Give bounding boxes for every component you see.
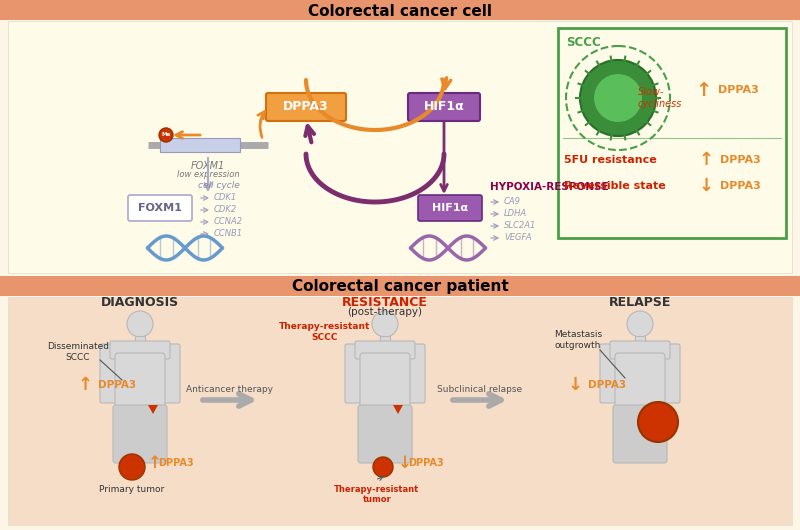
FancyBboxPatch shape: [345, 344, 361, 403]
Text: ↓: ↓: [698, 177, 714, 195]
FancyBboxPatch shape: [266, 93, 346, 121]
Text: Primary tumor: Primary tumor: [99, 485, 165, 494]
FancyBboxPatch shape: [610, 341, 670, 359]
FancyBboxPatch shape: [613, 405, 667, 463]
Polygon shape: [148, 405, 158, 414]
Bar: [8, 21, 792, 273]
FancyBboxPatch shape: [113, 405, 167, 463]
Text: Metastasis
outgrowth: Metastasis outgrowth: [554, 330, 602, 350]
Circle shape: [159, 128, 173, 142]
Circle shape: [638, 402, 678, 442]
Text: DPPA3: DPPA3: [98, 380, 136, 390]
FancyBboxPatch shape: [615, 353, 665, 414]
Text: Therapy-resistant
SCCC: Therapy-resistant SCCC: [279, 322, 370, 342]
Text: FOXM1: FOXM1: [191, 161, 225, 171]
FancyBboxPatch shape: [418, 195, 482, 221]
FancyBboxPatch shape: [558, 28, 786, 238]
Text: DPPA3: DPPA3: [588, 380, 626, 390]
Text: RELAPSE: RELAPSE: [609, 296, 671, 308]
Text: Me: Me: [162, 132, 170, 137]
Text: DPPA3: DPPA3: [720, 155, 761, 165]
Text: DPPA3: DPPA3: [408, 458, 444, 468]
FancyBboxPatch shape: [355, 341, 415, 359]
FancyBboxPatch shape: [360, 353, 410, 414]
Text: CA9: CA9: [504, 198, 521, 207]
Bar: [8, 297, 792, 525]
FancyBboxPatch shape: [635, 336, 645, 344]
Text: SCCC: SCCC: [566, 36, 601, 49]
Text: FOXM1: FOXM1: [138, 203, 182, 213]
Text: Colorectal cancer patient: Colorectal cancer patient: [292, 279, 508, 295]
Text: ↑: ↑: [148, 454, 162, 472]
Text: low expression: low expression: [177, 170, 239, 179]
Circle shape: [594, 74, 642, 122]
Bar: [0, 276, 800, 296]
FancyBboxPatch shape: [600, 344, 616, 403]
Text: Slow-
cycliness: Slow- cycliness: [638, 87, 682, 109]
Text: LDHA: LDHA: [504, 209, 527, 218]
Text: CDK1: CDK1: [214, 193, 238, 202]
Polygon shape: [393, 405, 403, 414]
Text: DPPA3: DPPA3: [158, 458, 194, 468]
Text: HIF1α: HIF1α: [432, 203, 468, 213]
FancyBboxPatch shape: [135, 336, 145, 344]
Text: Subclinical relapse: Subclinical relapse: [438, 385, 522, 394]
Text: DPPA3: DPPA3: [718, 85, 758, 95]
Text: cell cycle: cell cycle: [198, 181, 240, 190]
Text: (post-therapy): (post-therapy): [347, 307, 422, 317]
Text: Reversible state: Reversible state: [564, 181, 666, 191]
Text: RESISTANCE: RESISTANCE: [342, 296, 428, 308]
Text: DPPA3: DPPA3: [720, 181, 761, 191]
Text: HIF1α: HIF1α: [424, 101, 464, 113]
FancyBboxPatch shape: [160, 138, 240, 152]
Text: HYPOXIA-RESPONSE: HYPOXIA-RESPONSE: [490, 182, 609, 192]
Text: VEGFA: VEGFA: [504, 234, 532, 243]
Text: 5FU resistance: 5FU resistance: [564, 155, 657, 165]
Circle shape: [580, 60, 656, 136]
Circle shape: [119, 454, 145, 480]
Text: ↑: ↑: [698, 151, 714, 169]
Text: SLC2A1: SLC2A1: [504, 222, 536, 231]
Text: CDK2: CDK2: [214, 206, 238, 215]
Bar: [0, 0, 800, 20]
Circle shape: [127, 311, 153, 337]
FancyBboxPatch shape: [358, 405, 412, 463]
Circle shape: [372, 311, 398, 337]
Text: ↓: ↓: [567, 376, 582, 394]
FancyBboxPatch shape: [664, 344, 680, 403]
Text: Anticancer therapy: Anticancer therapy: [186, 385, 274, 394]
Text: CCNB1: CCNB1: [214, 229, 243, 239]
FancyBboxPatch shape: [380, 336, 390, 344]
FancyBboxPatch shape: [409, 344, 425, 403]
Text: CCNA2: CCNA2: [214, 217, 243, 226]
Text: DPPA3: DPPA3: [283, 101, 329, 113]
FancyBboxPatch shape: [100, 344, 116, 403]
FancyBboxPatch shape: [115, 353, 165, 414]
Text: DIAGNOSIS: DIAGNOSIS: [101, 296, 179, 308]
Circle shape: [627, 311, 653, 337]
Text: ↑: ↑: [78, 376, 93, 394]
Text: ↓: ↓: [398, 454, 412, 472]
Text: ↑: ↑: [695, 81, 711, 100]
Text: Colorectal cancer cell: Colorectal cancer cell: [308, 4, 492, 19]
FancyBboxPatch shape: [408, 93, 480, 121]
FancyBboxPatch shape: [164, 344, 180, 403]
FancyBboxPatch shape: [128, 195, 192, 221]
Text: Disseminated
SCCC: Disseminated SCCC: [47, 342, 109, 362]
Circle shape: [373, 457, 393, 477]
FancyBboxPatch shape: [110, 341, 170, 359]
Text: Therapy-resistant
tumor: Therapy-resistant tumor: [334, 485, 420, 504]
